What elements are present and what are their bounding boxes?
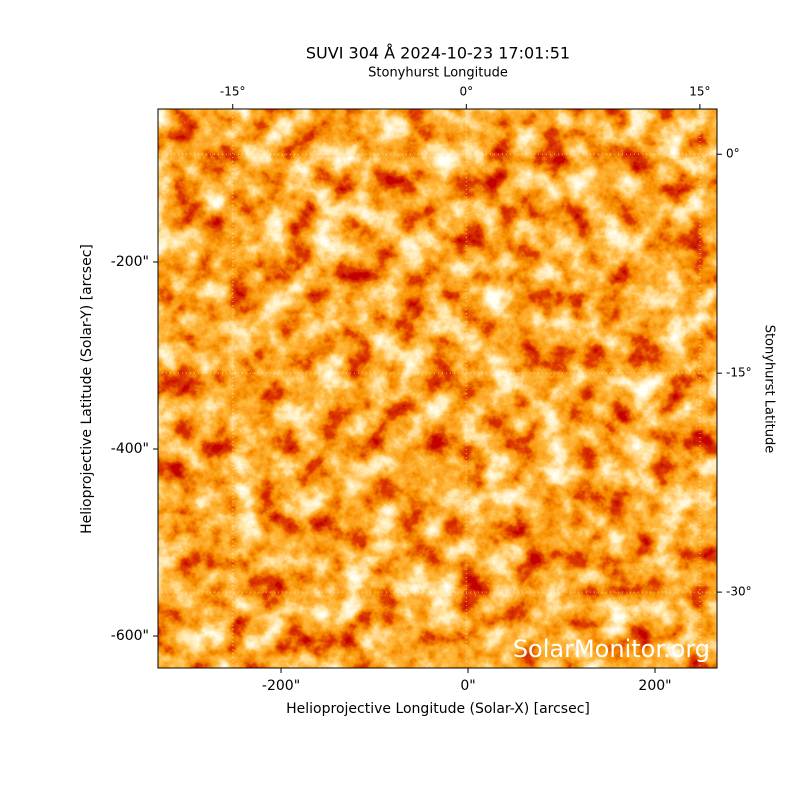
y-tick-label: -600"	[111, 628, 149, 644]
y-tick-label: -400"	[111, 441, 149, 457]
plot-frame	[157, 108, 718, 669]
y2-tick-label: -15°	[726, 366, 752, 380]
solar-image	[158, 109, 717, 668]
y2-axis-label: Stonyhurst Latitude	[762, 325, 777, 454]
y2-tick-label: -30°	[726, 585, 752, 599]
x2-tick-label: 0°	[459, 85, 473, 99]
x-tick-label: 200"	[638, 678, 671, 694]
y2-tick-label: 0°	[726, 147, 740, 161]
x2-tick-label: -15°	[220, 85, 246, 99]
chart-title: SUVI 304 Å 2024-10-23 17:01:51	[306, 44, 570, 63]
x2-tick-label: 15°	[689, 85, 710, 99]
watermark: SolarMonitor.org	[513, 635, 710, 663]
y-tick-label: -200"	[111, 254, 149, 270]
x-tick-label: 0"	[460, 678, 475, 694]
y-axis-label: Helioprojective Latitude (Solar-Y) [arcs…	[79, 244, 95, 534]
x-axis-label: Helioprojective Longitude (Solar-X) [arc…	[286, 701, 590, 717]
x-tick-label: -200"	[262, 678, 300, 694]
x2-axis-label: Stonyhurst Longitude	[368, 66, 508, 81]
